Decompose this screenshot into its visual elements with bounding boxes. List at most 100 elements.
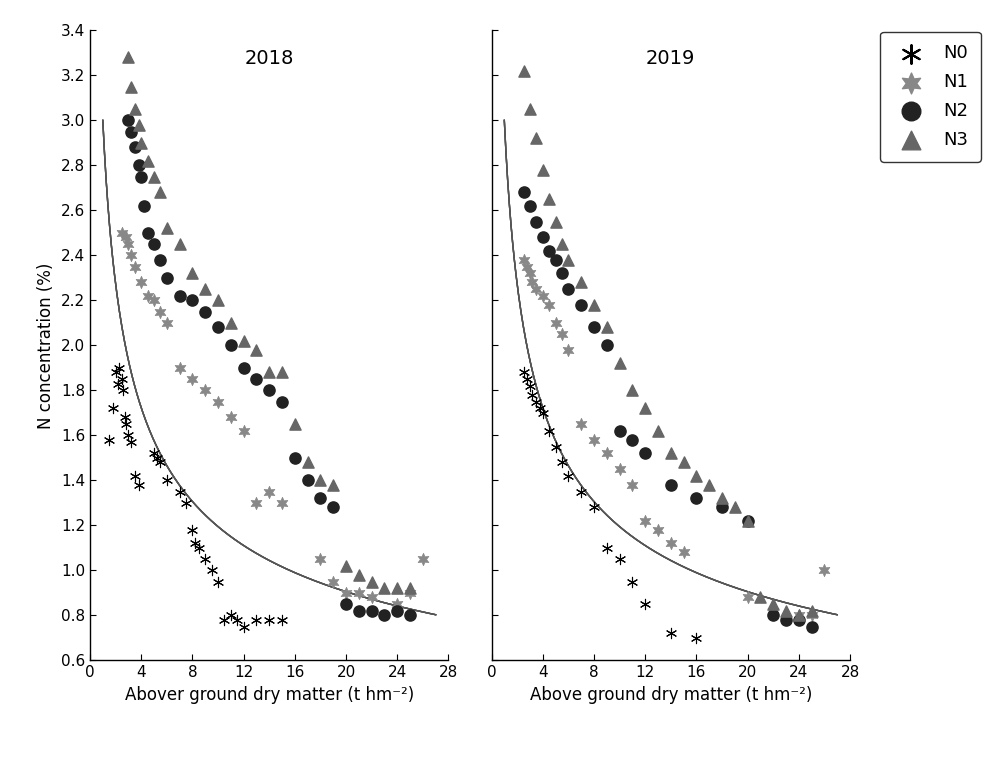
N2 bbox=[197, 306, 213, 318]
N3 bbox=[560, 254, 576, 266]
N3 bbox=[120, 52, 136, 64]
N1 bbox=[210, 395, 226, 408]
N3 bbox=[714, 493, 730, 505]
N2 bbox=[522, 200, 538, 212]
N2 bbox=[159, 272, 175, 284]
N1 bbox=[120, 238, 136, 250]
N3 bbox=[223, 317, 239, 329]
N2 bbox=[516, 186, 532, 198]
N0 bbox=[688, 631, 704, 644]
N1 bbox=[586, 433, 602, 446]
N3 bbox=[131, 118, 147, 131]
N2 bbox=[338, 598, 354, 610]
N2 bbox=[528, 216, 544, 228]
N0 bbox=[554, 456, 570, 468]
N1 bbox=[114, 227, 130, 239]
N0 bbox=[131, 479, 147, 491]
N3 bbox=[528, 132, 544, 144]
N3 bbox=[152, 186, 168, 198]
N3 bbox=[287, 418, 303, 430]
N0 bbox=[624, 575, 640, 587]
N2 bbox=[535, 231, 551, 244]
N2 bbox=[548, 254, 564, 266]
N3 bbox=[516, 65, 532, 77]
N3 bbox=[236, 335, 252, 347]
N3 bbox=[300, 456, 316, 468]
N0 bbox=[146, 447, 162, 459]
N2 bbox=[261, 384, 277, 396]
N2 bbox=[146, 238, 162, 250]
N2 bbox=[599, 339, 615, 351]
N3 bbox=[274, 367, 290, 379]
N1 bbox=[765, 605, 781, 617]
N1 bbox=[516, 254, 532, 266]
N0 bbox=[586, 501, 602, 513]
N1 bbox=[528, 283, 544, 295]
N0 bbox=[528, 395, 544, 408]
N0 bbox=[548, 440, 564, 452]
N3 bbox=[541, 193, 557, 205]
N1 bbox=[312, 553, 328, 565]
N1 bbox=[402, 587, 418, 599]
N3 bbox=[676, 456, 692, 468]
N1 bbox=[560, 344, 576, 356]
N1 bbox=[140, 290, 156, 302]
N1 bbox=[184, 373, 200, 385]
N0 bbox=[197, 553, 213, 565]
N0 bbox=[105, 402, 121, 414]
N0 bbox=[187, 537, 203, 550]
N1 bbox=[519, 260, 535, 272]
N0 bbox=[115, 384, 131, 396]
N2 bbox=[236, 362, 252, 374]
N1 bbox=[522, 267, 538, 279]
N2 bbox=[554, 267, 570, 279]
N1 bbox=[127, 260, 143, 272]
N0 bbox=[110, 377, 126, 389]
N1 bbox=[415, 553, 431, 565]
N2 bbox=[248, 373, 264, 385]
N2 bbox=[791, 614, 807, 626]
N2 bbox=[312, 493, 328, 505]
N3 bbox=[791, 609, 807, 622]
N1 bbox=[637, 515, 653, 527]
N3 bbox=[351, 568, 367, 581]
N3 bbox=[338, 560, 354, 572]
N2 bbox=[136, 200, 152, 212]
N3 bbox=[804, 605, 820, 617]
N3 bbox=[172, 238, 188, 250]
N0 bbox=[236, 621, 252, 633]
N2 bbox=[663, 479, 679, 491]
N2 bbox=[612, 425, 628, 437]
N0 bbox=[637, 598, 653, 610]
N2 bbox=[376, 609, 392, 622]
N2 bbox=[133, 171, 149, 183]
N2 bbox=[765, 609, 781, 622]
N1 bbox=[535, 290, 551, 302]
N1 bbox=[133, 276, 149, 288]
N0 bbox=[274, 614, 290, 626]
N1 bbox=[223, 411, 239, 424]
N2 bbox=[586, 321, 602, 333]
N2 bbox=[740, 515, 756, 527]
N0 bbox=[204, 564, 220, 576]
N0 bbox=[541, 425, 557, 437]
N1 bbox=[791, 609, 807, 622]
Text: 2018: 2018 bbox=[245, 49, 294, 68]
N1 bbox=[146, 294, 162, 307]
N1 bbox=[554, 328, 570, 340]
N2 bbox=[184, 294, 200, 307]
N2 bbox=[804, 621, 820, 633]
Text: 2019: 2019 bbox=[646, 49, 695, 68]
N3 bbox=[612, 357, 628, 370]
N0 bbox=[120, 430, 136, 442]
N0 bbox=[191, 542, 207, 554]
N1 bbox=[624, 479, 640, 491]
N0 bbox=[524, 389, 540, 401]
N2 bbox=[560, 283, 576, 295]
N3 bbox=[535, 164, 551, 176]
N3 bbox=[389, 582, 405, 594]
N0 bbox=[184, 524, 200, 536]
N3 bbox=[752, 591, 768, 603]
N1 bbox=[118, 231, 134, 244]
N1 bbox=[740, 591, 756, 603]
